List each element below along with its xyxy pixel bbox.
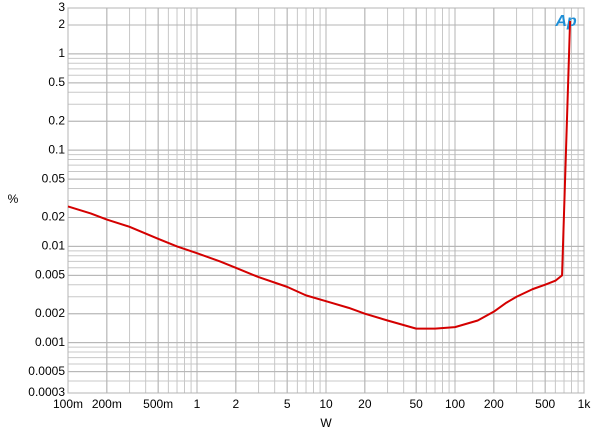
y-tick-label: 0.0005 xyxy=(28,364,65,378)
x-tick-label: 1k xyxy=(578,397,592,411)
x-tick-label: 1 xyxy=(194,397,201,411)
y-tick-label: 0.002 xyxy=(35,306,65,320)
y-tick-label: 0.0003 xyxy=(28,385,65,399)
x-tick-label: 100m xyxy=(53,397,83,411)
x-tick-label: 500m xyxy=(143,397,173,411)
grid xyxy=(67,7,585,394)
x-tick-label: 2 xyxy=(232,397,239,411)
x-tick-label: 50 xyxy=(409,397,423,411)
y-tick-label: 0.2 xyxy=(48,113,65,127)
x-tick-label: 20 xyxy=(358,397,372,411)
y-tick-label: 0.01 xyxy=(42,239,66,253)
x-tick-label: 10 xyxy=(319,397,333,411)
y-tick-label: 0.001 xyxy=(35,335,65,349)
x-tick-label: 200m xyxy=(92,397,122,411)
y-tick-label: 1 xyxy=(58,46,65,60)
x-tick-label: 200 xyxy=(484,397,504,411)
y-tick-label: 0.005 xyxy=(35,268,65,282)
y-tick-label: 0.1 xyxy=(48,142,65,156)
logo: Ap xyxy=(554,13,577,30)
y-tick-label: 0.02 xyxy=(42,210,66,224)
y-axis-label: % xyxy=(8,192,19,206)
y-tick-label: 0.05 xyxy=(42,171,66,185)
y-tick-label: 2 xyxy=(58,17,65,31)
y-tick-label: 0.5 xyxy=(48,75,65,89)
x-axis-label: W xyxy=(320,416,332,430)
y-tick-label: 3 xyxy=(58,0,65,14)
x-tick-label: 5 xyxy=(284,397,291,411)
x-tick-label: 500 xyxy=(535,397,555,411)
x-tick-label: 100 xyxy=(445,397,465,411)
data-line xyxy=(67,20,572,330)
